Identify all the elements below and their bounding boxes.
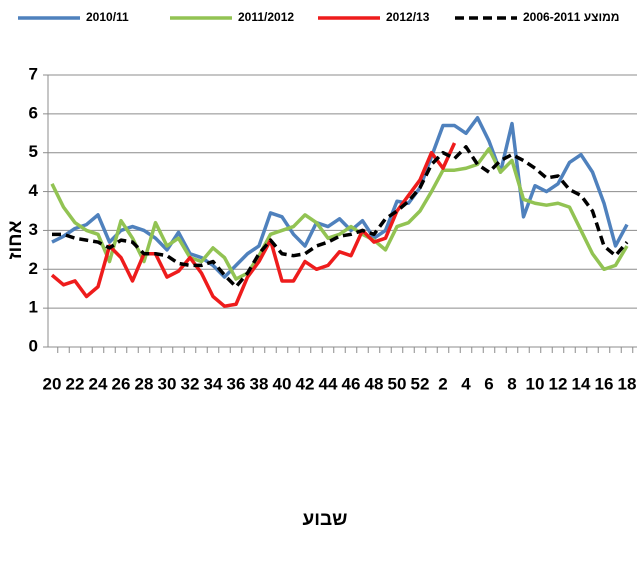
x-tick-label: 40 [273,374,292,393]
legend-label: 2010/11 [86,10,129,24]
x-tick-label: 32 [181,374,200,393]
x-tick-label: 28 [135,374,154,393]
x-tick-label: 12 [549,374,568,393]
y-tick-label: 1 [29,298,38,317]
x-tick-label: 2 [438,374,447,393]
series-line [50,142,457,308]
y-tick-label: 4 [29,181,39,200]
x-tick-label: 52 [411,374,430,393]
y-axis-title: אחוז [5,220,26,259]
x-tick-label: 50 [388,374,407,393]
x-tick-label: 36 [227,374,246,393]
x-tick-label: 42 [296,374,315,393]
x-tick-label: 16 [595,374,614,393]
x-tick-label: 8 [507,374,516,393]
legend-label: ממוצע 2006-2011 [523,10,620,24]
y-tick-label: 5 [29,142,38,161]
series-line [50,147,629,281]
y-tick-label: 6 [29,103,38,122]
x-tick-label: 6 [484,374,493,393]
series-line [51,115,629,279]
y-tick-label: 7 [29,64,38,83]
y-tick-label: 3 [29,220,38,239]
y-tick-label: 0 [29,336,38,355]
y-tick-label: 2 [29,259,38,278]
x-tick-label: 10 [526,374,545,393]
x-tick-label: 14 [572,374,591,393]
x-tick-label: 22 [66,374,85,393]
legend-label: 2012/13 [386,10,430,24]
x-tick-label: 46 [342,374,361,393]
x-axis-title: שבוע [303,509,348,530]
x-tick-label: 26 [112,374,131,393]
x-tick-label: 48 [365,374,384,393]
x-tick-label: 18 [618,374,637,393]
x-tick-label: 24 [89,374,108,393]
x-tick-label: 30 [158,374,177,393]
legend-label: 2011/2012 [238,10,294,24]
series-line [52,145,629,289]
x-tick-label: 38 [250,374,269,393]
x-tick-label: 4 [461,374,471,393]
x-tick-label: 20 [43,374,62,393]
x-tick-label: 34 [204,374,223,393]
x-tick-label: 44 [319,374,338,393]
